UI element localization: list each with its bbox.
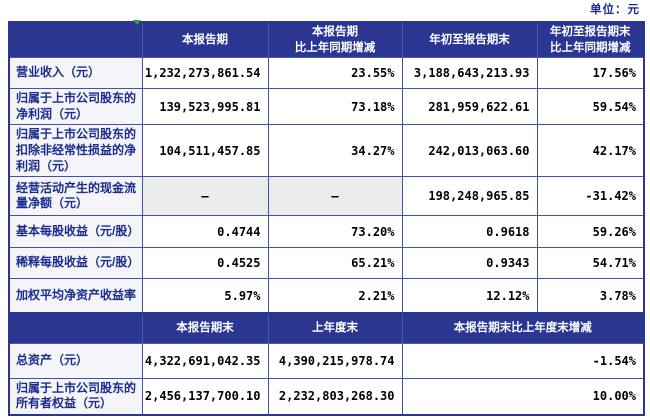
- value-cell: 5.97%: [141, 278, 269, 315]
- column-header: 上年度末: [267, 312, 403, 344]
- table-row: 稀释每股收益（元/股） 0.4525 65.21% 0.9343 54.71%: [8, 247, 645, 280]
- column-header: 年初至报告期末: [401, 21, 538, 59]
- value-cell: 10.00%: [401, 377, 645, 416]
- row-label: 稀释每股收益（元/股）: [8, 247, 143, 280]
- green-marker-icon: [133, 20, 141, 25]
- value-cell: 3.78%: [536, 278, 645, 315]
- value-cell: 73.18%: [267, 88, 403, 126]
- value-cell: 59.26%: [536, 215, 645, 249]
- value-cell: -1.54%: [401, 342, 645, 379]
- table-row: 基本每股收益（元/股） 0.4744 73.20% 0.9618 59.26%: [8, 215, 645, 249]
- value-cell: 12.12%: [401, 278, 538, 315]
- row-label: 营业收入（元）: [8, 57, 143, 90]
- value-cell: 73.20%: [267, 215, 403, 249]
- table-row: 经营活动产生的现金流量净额（元） – –198,248,965.85 -31.42%: [8, 176, 645, 217]
- period-end-balance-table: 本报告期末 上年度末 本报告期末比上年度末增减 总资产（元） 4,322,691,042…: [8, 312, 645, 416]
- row-label: 总资产（元）: [8, 342, 143, 379]
- value-cell: 0.4525: [141, 247, 269, 280]
- value-cell: 0.9618: [401, 215, 538, 249]
- quarterly-indicators-table: 本报告期 本报告期 比上年同期增减 年初至报告期末 年初至报告期末 比上年同期增减 营业…: [8, 21, 645, 315]
- value-cell: 4,322,691,042.35: [141, 342, 269, 379]
- header-row: 本报告期末 上年度末 本报告期末比上年度末增减: [8, 312, 645, 344]
- value-cell: 242,013,063.60: [401, 124, 538, 178]
- row-label: 归属于上市公司股东的所有者权益（元）: [8, 377, 143, 416]
- value-cell: 17.56%: [536, 57, 645, 90]
- value-cell: –: [267, 176, 403, 217]
- row-label: 归属于上市公司股东的扣除非经常性损益的净利润（元）: [8, 124, 143, 178]
- value-cell: 34.27%: [267, 124, 403, 178]
- row-label: 基本每股收益（元/股）: [8, 215, 143, 249]
- table-row: 归属于上市公司股东的扣除非经常性损益的净利润（元） 104,511,457.85 3…: [8, 124, 645, 178]
- table-row: 加权平均净资产收益率 5.97% 2.21% 12.12% 3.78%: [8, 278, 645, 315]
- value-cell: 23.55%: [267, 57, 403, 90]
- value-cell: 2,232,803,268.30: [267, 377, 403, 416]
- column-header: 年初至报告期末 比上年同期增减: [536, 21, 645, 59]
- value-cell: 2.21%: [267, 278, 403, 315]
- value-cell: -31.42%: [536, 176, 645, 217]
- value-cell: 198,248,965.85: [401, 176, 538, 217]
- column-header: 本报告期 比上年同期增减: [267, 21, 403, 59]
- value-cell: 104,511,457.85: [141, 124, 269, 178]
- table-row: 归属于上市公司股东的净利润（元） 139,523,995.81 73.18% 281,…: [8, 88, 645, 126]
- table-row: 营业收入（元） 1,232,273,861.54 23.55% 3,188,643,2…: [8, 57, 645, 90]
- value-cell: 0.4744: [141, 215, 269, 249]
- value-cell: 0.9343: [401, 247, 538, 280]
- row-label: 经营活动产生的现金流量净额（元）: [8, 176, 143, 217]
- value-cell: 59.54%: [536, 88, 645, 126]
- unit-label: 单位：元: [590, 4, 640, 16]
- column-header: [8, 21, 143, 59]
- value-cell: 139,523,995.81: [141, 88, 269, 126]
- value-cell: 4,390,215,978.74: [267, 342, 403, 379]
- table-row: 总资产（元） 4,322,691,042.35 4,390,215,978.74 -1…: [8, 342, 645, 379]
- value-cell: 2,456,137,700.10: [141, 377, 269, 416]
- column-header: 本报告期末比上年度末增减: [401, 312, 645, 344]
- value-cell: 281,959,622.61: [401, 88, 538, 126]
- row-label: 加权平均净资产收益率: [8, 278, 143, 315]
- row-label: 归属于上市公司股东的净利润（元）: [8, 88, 143, 126]
- header-row: 本报告期 本报告期 比上年同期增减 年初至报告期末 年初至报告期末 比上年同期增减: [8, 21, 645, 59]
- column-header: 本报告期末: [141, 312, 269, 344]
- column-header: 本报告期: [141, 21, 269, 59]
- value-cell: 42.17%: [536, 124, 645, 178]
- value-cell: 3,188,643,213.93: [401, 57, 538, 90]
- value-cell: 54.71%: [536, 247, 645, 280]
- value-cell: 65.21%: [267, 247, 403, 280]
- column-header: [8, 312, 143, 344]
- value-cell: –: [141, 176, 269, 217]
- table-row: 归属于上市公司股东的所有者权益（元） 2,456,137,700.10 2,232,…: [8, 377, 645, 416]
- value-cell: 1,232,273,861.54: [141, 57, 269, 90]
